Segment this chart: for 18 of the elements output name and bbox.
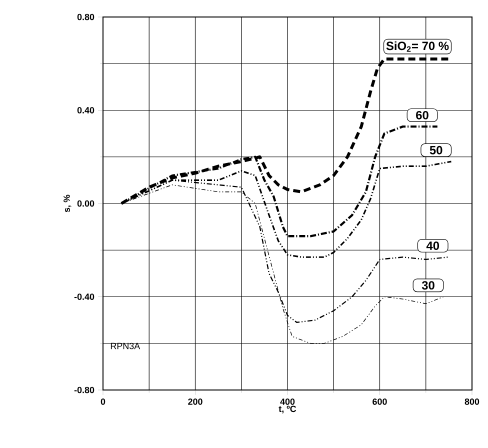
annotation: SiO$_{2}$= 70 % — [386, 41, 449, 52]
annotation: 30 — [422, 281, 434, 290]
y-tick-label: -0.80 — [74, 386, 94, 394]
x-tick-label: 0 — [100, 398, 106, 405]
annotation: RPN3A — [110, 342, 140, 350]
annotation: 50 — [430, 146, 442, 154]
x-tick-label: 600 — [372, 398, 387, 405]
annotation: 40 — [426, 241, 440, 250]
y-tick-label: -0.40 — [74, 294, 94, 300]
y-tick-label: 0.80 — [77, 14, 94, 20]
x-axis-title: t, ºC — [278, 406, 296, 414]
x-tick-label: 200 — [188, 398, 202, 405]
y-axis-title: s, % — [64, 194, 72, 212]
annotation: 60 — [416, 110, 428, 120]
x-tick-label: 400 — [280, 398, 295, 405]
y-tick-label: 0.00 — [77, 200, 94, 207]
y-tick-label: 0.40 — [77, 107, 94, 114]
x-tick-label: 800 — [464, 398, 480, 405]
